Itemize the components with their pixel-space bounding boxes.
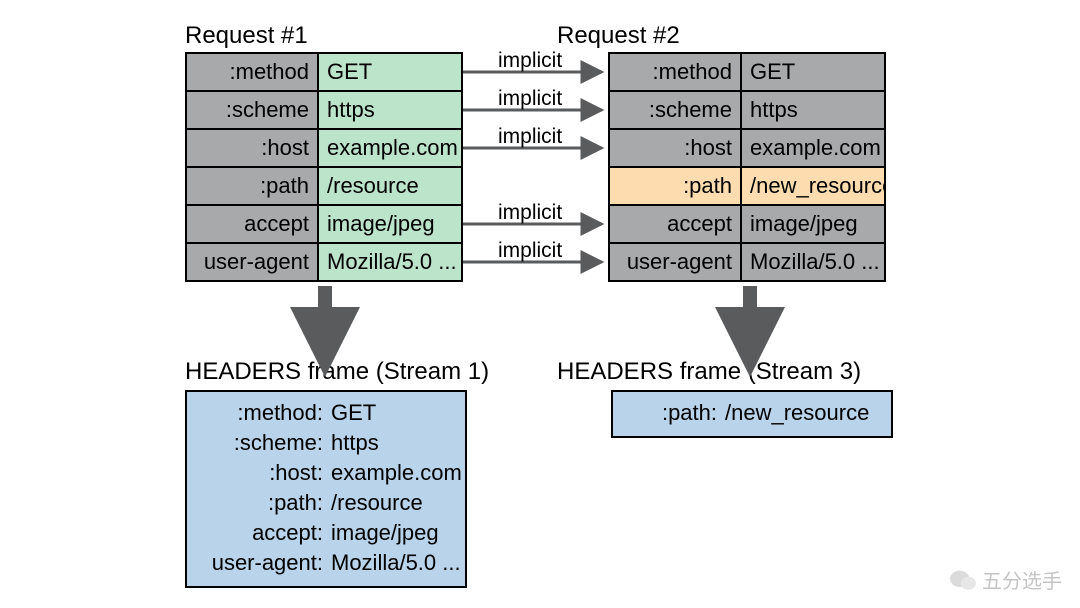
header-key: :scheme bbox=[187, 92, 317, 128]
frame-key: :scheme: bbox=[201, 428, 323, 458]
frame-key: :method: bbox=[201, 398, 323, 428]
implicit-label: implicit bbox=[498, 239, 562, 263]
frame-value: /resource bbox=[331, 488, 481, 518]
implicit-label: implicit bbox=[498, 125, 562, 149]
request2-table: :methodGET:schemehttps:hostexample.com:p… bbox=[608, 52, 886, 282]
header-value: https bbox=[319, 92, 461, 128]
header-value: /new_resource bbox=[742, 168, 884, 204]
header-value: image/jpeg bbox=[319, 206, 461, 242]
frame-key: user-agent: bbox=[201, 548, 323, 578]
implicit-label: implicit bbox=[498, 201, 562, 225]
header-value: GET bbox=[742, 54, 884, 90]
frame-value: image/jpeg bbox=[331, 518, 481, 548]
frame-value: example.com bbox=[331, 458, 481, 488]
frame-key: accept: bbox=[201, 518, 323, 548]
wechat-icon bbox=[950, 569, 976, 591]
header-key: :path bbox=[187, 168, 317, 204]
implicit-label: implicit bbox=[498, 87, 562, 111]
frame-key: :path: bbox=[627, 398, 717, 428]
diagram-stage: Request #1 Request #2 :methodGET:schemeh… bbox=[0, 0, 1080, 608]
frame1-title: HEADERS frame (Stream 1) bbox=[185, 358, 489, 386]
frame-row: :host:example.com bbox=[201, 458, 451, 488]
header-key: accept bbox=[610, 206, 740, 242]
header-value: image/jpeg bbox=[742, 206, 884, 242]
header-value: /resource bbox=[319, 168, 461, 204]
implicit-label: implicit bbox=[498, 49, 562, 73]
frame-value: GET bbox=[331, 398, 481, 428]
frame2-title: HEADERS frame (Stream 3) bbox=[557, 358, 861, 386]
header-key: user-agent bbox=[187, 244, 317, 280]
frame-value: /new_resource bbox=[725, 398, 895, 428]
request1-title: Request #1 bbox=[185, 22, 308, 50]
frame-row: user-agent:Mozilla/5.0 ... bbox=[201, 548, 451, 578]
header-key: :method bbox=[187, 54, 317, 90]
watermark: 五分选手 bbox=[950, 565, 1062, 594]
header-key: :scheme bbox=[610, 92, 740, 128]
header-key: :host bbox=[610, 130, 740, 166]
headers-frame-2: :path: /new_resource bbox=[611, 390, 893, 438]
header-key: :host bbox=[187, 130, 317, 166]
watermark-text: 五分选手 bbox=[982, 565, 1062, 594]
header-value: Mozilla/5.0 ... bbox=[742, 244, 884, 280]
header-value: Mozilla/5.0 ... bbox=[319, 244, 461, 280]
frame-row: accept:image/jpeg bbox=[201, 518, 451, 548]
header-value: example.com bbox=[319, 130, 461, 166]
headers-frame-1: :method:GET:scheme:https:host:example.co… bbox=[185, 390, 467, 588]
frame-row: :path:/resource bbox=[201, 488, 451, 518]
header-value: example.com bbox=[742, 130, 884, 166]
request1-table: :methodGET:schemehttps:hostexample.com:p… bbox=[185, 52, 463, 282]
header-key: :method bbox=[610, 54, 740, 90]
header-key: accept bbox=[187, 206, 317, 242]
frame-row: :path:/new_resource bbox=[627, 398, 877, 428]
header-key: user-agent bbox=[610, 244, 740, 280]
request2-title: Request #2 bbox=[557, 22, 680, 50]
header-value: https bbox=[742, 92, 884, 128]
frame-key: :host: bbox=[201, 458, 323, 488]
frame-row: :method:GET bbox=[201, 398, 451, 428]
header-value: GET bbox=[319, 54, 461, 90]
frame-key: :path: bbox=[201, 488, 323, 518]
frame-value: https bbox=[331, 428, 481, 458]
frame-value: Mozilla/5.0 ... bbox=[331, 548, 481, 578]
frame-row: :scheme:https bbox=[201, 428, 451, 458]
header-key: :path bbox=[610, 168, 740, 204]
